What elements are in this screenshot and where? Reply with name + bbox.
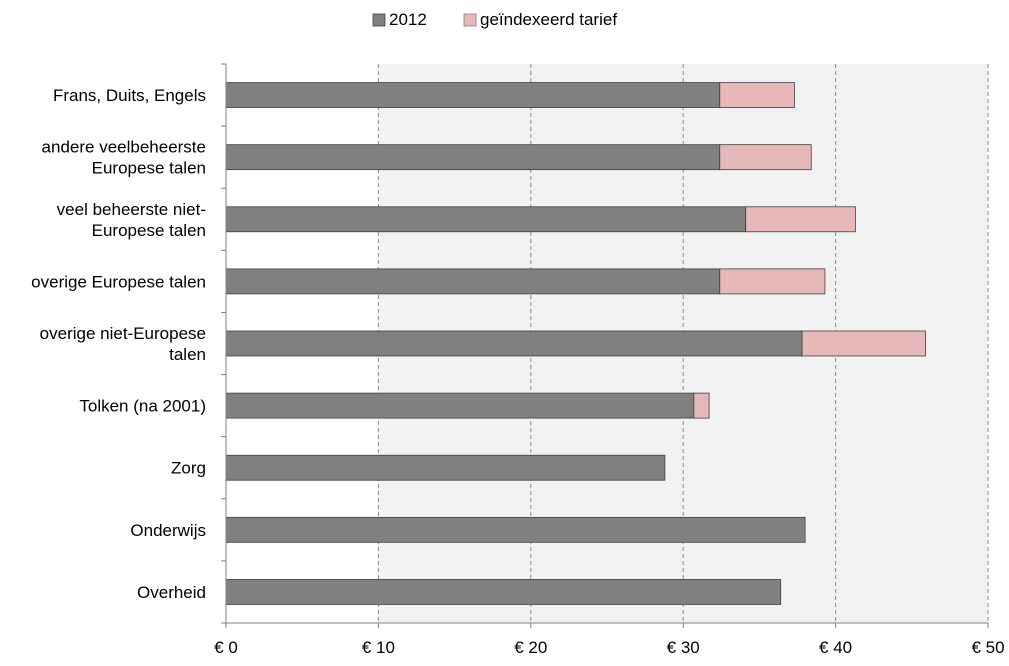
bars bbox=[225, 82, 926, 605]
category-label: veel beheerste niet-Europese talen bbox=[57, 200, 206, 240]
bar-indexed bbox=[801, 330, 926, 357]
axes bbox=[221, 63, 989, 628]
legend-swatch bbox=[372, 13, 386, 27]
bar-2012 bbox=[225, 268, 721, 295]
category-label: Onderwijs bbox=[130, 521, 206, 540]
x-tick-label: € 10 bbox=[362, 638, 395, 657]
legend-label: geïndexeerd tarief bbox=[480, 10, 617, 29]
bar-indexed bbox=[719, 82, 795, 108]
category-label: Tolken (na 2001) bbox=[79, 397, 206, 416]
legend-swatch bbox=[463, 13, 477, 27]
bar-2012 bbox=[225, 454, 666, 481]
category-label: Overheid bbox=[137, 583, 206, 602]
category-label: Zorg bbox=[171, 459, 206, 478]
bar-2012 bbox=[225, 206, 747, 233]
x-tick-labels: € 0 € 10 € 20 € 30 € 40 € 50 bbox=[214, 638, 1004, 657]
bar-indexed bbox=[719, 144, 812, 171]
category-label: andere veelbeheerste Europese talen bbox=[42, 138, 206, 178]
x-tick-label: € 0 bbox=[214, 638, 238, 657]
bar-2012 bbox=[225, 516, 806, 543]
bar-indexed bbox=[745, 206, 856, 233]
bar-2012 bbox=[225, 392, 695, 419]
category-label: overige Europese talen bbox=[31, 272, 206, 291]
x-tick-label: € 50 bbox=[971, 638, 1004, 657]
bar-indexed bbox=[719, 268, 826, 295]
bar-2012 bbox=[225, 144, 721, 171]
category-labels: Frans, Duits, Engels andere veelbeheerste… bbox=[31, 86, 206, 602]
x-tick-label: € 20 bbox=[514, 638, 547, 657]
x-tick-label: € 40 bbox=[819, 638, 852, 657]
legend-label: 2012 bbox=[389, 10, 427, 29]
category-label: Frans, Duits, Engels bbox=[53, 86, 206, 105]
bar-2012 bbox=[225, 579, 782, 605]
legend: 2012 geïndexeerd tarief bbox=[372, 10, 617, 29]
bar-2012 bbox=[225, 330, 803, 357]
category-label: overige niet-Europese talen bbox=[40, 324, 206, 364]
bar-indexed bbox=[693, 392, 710, 419]
x-tick-label: € 30 bbox=[667, 638, 700, 657]
bar-2012 bbox=[225, 82, 721, 108]
